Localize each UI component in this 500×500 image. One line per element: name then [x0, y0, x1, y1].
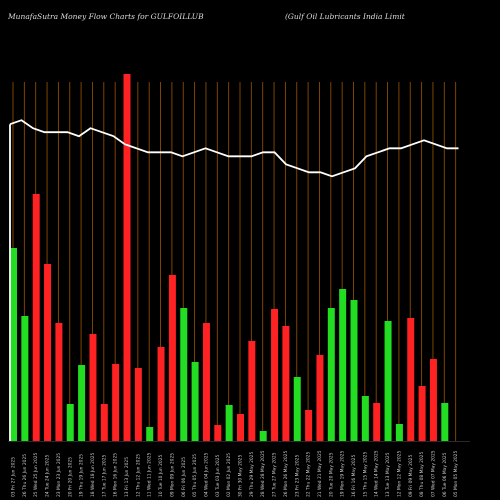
money-flow-bar	[327, 308, 335, 441]
x-tick-label: 26 Thu 26 Jun 2025	[22, 454, 28, 497]
x-tick-label: 21 Wed 21 May 2025	[317, 450, 323, 497]
money-flow-bar	[100, 404, 108, 441]
x-tick-label: 17 Tue 17 Jun 2025	[101, 455, 107, 497]
money-flow-bar	[316, 355, 324, 441]
x-tick-label: 02 Mon 02 Jun 2025	[226, 453, 232, 497]
x-tick-label: 03 Tue 03 Jun 2025	[215, 455, 221, 497]
money-flow-bar	[441, 403, 449, 441]
money-flow-bar	[237, 414, 244, 441]
money-flow-bar	[168, 275, 176, 441]
money-flow-bar	[180, 308, 188, 441]
x-tick-label: 16 Fri 16 May 2025	[351, 455, 357, 497]
x-tick-label: 27 Tue 27 May 2025	[272, 452, 278, 497]
money-flow-bar	[146, 427, 154, 441]
company-name: (Gulf Oil Lubricants India Limit	[285, 12, 405, 21]
x-tick-label: 22 Thu 22 May 2025	[306, 452, 312, 497]
money-flow-bar	[66, 404, 74, 441]
money-flow-bar	[202, 323, 210, 441]
money-flow-bar	[282, 326, 290, 441]
x-tick-label: 23 Mon 23 Jun 2025	[56, 453, 62, 497]
money-flow-bar	[395, 424, 403, 441]
money-flow-bar	[339, 289, 347, 441]
money-flow-bar	[55, 323, 63, 441]
money-flow-bar	[271, 309, 279, 441]
x-tick-label: 18 Wed 18 Jun 2025	[90, 452, 96, 497]
money-flow-bar	[32, 194, 40, 441]
x-tick-label: 11 Wed 11 Jun 2025	[147, 452, 153, 497]
money-flow-bar	[157, 347, 165, 441]
x-axis-labels: 03 Fri 27 Jun 2025 26 Thu 26 Jun 2025 25 W…	[11, 450, 460, 497]
x-tick-label: 05 Mon 05 May 2025	[453, 451, 459, 497]
money-flow-bar	[350, 300, 358, 441]
money-flow-bar	[21, 316, 29, 441]
money-flow-bar	[112, 364, 120, 441]
x-tick-label: 09 Fri 09 May 2025	[408, 455, 414, 497]
x-tick-label: 12 Mon 12 May 2025	[396, 451, 402, 497]
money-flow-bar	[361, 396, 369, 441]
money-flow-bar	[384, 321, 392, 441]
money-flow-bar	[214, 425, 222, 441]
x-tick-label: 13 Tue 13 May 2025	[385, 452, 391, 497]
money-flow-bar	[10, 248, 17, 441]
x-tick-label: 19 Thu 19 Jun 2025	[79, 454, 85, 497]
money-flow-bar	[78, 365, 86, 441]
x-tick-label: 25 Wed 25 Jun 2025	[33, 452, 39, 497]
x-tick-label: 14 Wed 14 May 2025	[374, 450, 380, 497]
money-flow-bar	[248, 341, 256, 441]
x-tick-label: 29 Thu 29 May 2025	[249, 452, 255, 497]
money-flow-bar	[44, 264, 52, 441]
x-tick-label: 20 Fri 20 Jun 2025	[67, 457, 73, 497]
x-tick-label: 09 Mon 09 Jun 2025	[169, 453, 175, 497]
bars	[10, 74, 449, 441]
money-flow-bar	[191, 362, 199, 441]
x-tick-label: 07 Wed 07 May 2025	[430, 450, 436, 497]
x-tick-label: 06 Fri 06 Jun 2025	[181, 457, 187, 497]
chart-title: MunafaSutra Money Flow Charts for GULFOI…	[8, 12, 204, 21]
x-tick-label: 13 Fri 13 Jun 2025	[124, 457, 130, 497]
x-tick-label: 20 Tue 20 May 2025	[328, 452, 334, 497]
x-tick-label: 15 Thu 15 May 2025	[362, 452, 368, 497]
money-flow-bar	[418, 386, 426, 441]
x-tick-label: 04 Wed 04 Jun 2025	[203, 452, 209, 497]
price-line-group	[9, 119, 459, 441]
x-tick-label: 10 Tue 10 Jun 2025	[158, 455, 164, 497]
money-flow-bar	[293, 377, 301, 441]
money-flow-bar	[373, 403, 381, 441]
money-flow-bar	[134, 368, 142, 441]
x-tick-label: 23 Fri 23 May 2025	[294, 455, 300, 497]
money-flow-bar	[225, 405, 233, 441]
money-flow-bar	[305, 410, 313, 441]
x-tick-label: 26 Mon 26 May 2025	[283, 451, 289, 497]
x-tick-label: 06 Tue 06 May 2025	[442, 452, 448, 497]
x-tick-label: 05 Thu 05 Jun 2025	[192, 454, 198, 497]
money-flow-bar	[407, 318, 415, 441]
price-line	[9, 119, 459, 178]
x-tick-label: 08 Thu 08 May 2025	[419, 452, 425, 497]
x-tick-label: 03 Fri 27 Jun 2025	[11, 457, 17, 497]
money-flow-bar	[89, 334, 97, 441]
x-tick-label: 12 Thu 12 Jun 2025	[135, 454, 141, 497]
money-flow-bar	[123, 74, 131, 441]
x-tick-label: 24 Tue 24 Jun 2025	[45, 455, 51, 497]
x-tick-label: 19 Mon 19 May 2025	[340, 451, 346, 497]
x-tick-label: 30 Fri 30 May 2025	[238, 455, 244, 497]
money-flow-bar	[259, 431, 267, 441]
x-tick-label: 28 Wed 28 May 2025	[260, 450, 266, 497]
x-tick-label: 16 Mon 16 Jun 2025	[113, 453, 119, 497]
money-flow-bar	[429, 359, 437, 441]
